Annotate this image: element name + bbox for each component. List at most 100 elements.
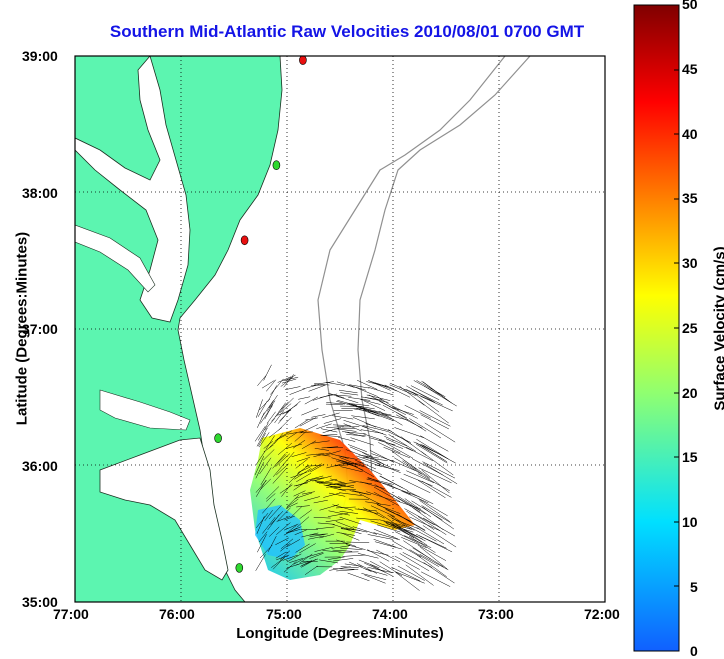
velocity-arrow (379, 519, 405, 527)
velocity-arrow (349, 446, 373, 457)
velocity-arrow (294, 468, 312, 480)
velocity-arrow (338, 455, 358, 460)
velocity-arrow (308, 384, 326, 392)
velocity-arrow (276, 522, 291, 535)
velocity-arrow (357, 458, 382, 467)
velocity-arrow (273, 463, 285, 477)
bathymetry-contour (357, 56, 531, 481)
velocity-arrow (395, 571, 425, 584)
velocity-arrow (386, 483, 411, 495)
velocity-arrow (418, 498, 448, 517)
velocity-arrow (401, 537, 427, 548)
velocity-arrow (405, 446, 434, 462)
velocity-arrow (353, 408, 376, 413)
velocity-arrow (255, 462, 264, 479)
velocity-arrow (365, 423, 392, 432)
velocity-arrow (323, 492, 341, 498)
velocity-arrow (399, 553, 430, 572)
velocity-arrow (375, 511, 398, 526)
velocity-arrow (405, 388, 436, 403)
colorbar (633, 4, 680, 652)
velocity-arrow (273, 432, 284, 445)
velocity-arrow (364, 400, 386, 411)
velocity-arrow (293, 482, 308, 487)
velocity-arrow (286, 525, 297, 534)
velocity-arrow (336, 484, 354, 488)
velocity-arrow (422, 461, 456, 479)
velocity-arrow (286, 443, 303, 449)
velocity-arrow (319, 559, 339, 564)
colorbar-tick-label: 25 (682, 320, 698, 336)
colorbar-tick-label: 40 (682, 126, 698, 142)
velocity-arrow (355, 459, 376, 470)
lat-tick-label: 37:00 (22, 321, 58, 337)
velocity-arrow (369, 437, 396, 446)
lon-tick-label: 72:00 (584, 606, 620, 622)
velocity-arrow (270, 378, 284, 395)
velocity-arrow (362, 457, 388, 462)
velocity-arrow (343, 419, 367, 428)
velocity-arrow (328, 510, 350, 516)
velocity-arrow (286, 564, 299, 569)
velocity-arrow (262, 517, 276, 534)
velocity-arrow (316, 423, 332, 430)
velocity-arrow (412, 389, 443, 406)
velocity-arrow (346, 434, 367, 437)
velocity-arrow (376, 524, 401, 533)
velocity-arrow (361, 573, 387, 580)
velocity-arrow (257, 400, 268, 418)
velocity-arrow (408, 535, 436, 553)
velocity-arrow (264, 403, 274, 420)
velocity-arrow (331, 457, 353, 465)
colorbar-tick-label: 0 (690, 643, 698, 659)
velocity-arrow (421, 469, 450, 494)
colorbar-tick-label: 45 (682, 61, 698, 77)
velocity-arrow (254, 455, 265, 476)
velocity-arrow (420, 571, 451, 587)
velocity-arrow (280, 403, 292, 413)
x-axis-label: Longitude (Degrees:Minutes) (236, 625, 444, 642)
velocity-arrow (396, 496, 421, 513)
map-frame (74, 55, 606, 603)
velocity-arrow (262, 498, 276, 514)
pamlico-sound (99, 437, 229, 581)
velocity-arrow (344, 563, 363, 567)
velocity-arrow (394, 555, 420, 570)
velocity-arrow (396, 412, 427, 432)
velocity-arrow (347, 572, 370, 582)
velocity-arrow (294, 529, 307, 536)
colorbar-tick-label: 35 (682, 190, 698, 206)
velocity-arrow (294, 430, 307, 442)
velocity-arrow (402, 552, 433, 568)
velocity-arrow (359, 463, 382, 475)
velocity-arrow (305, 465, 322, 467)
velocity-arrow (314, 381, 334, 385)
velocity-arrow (367, 477, 393, 485)
velocity-arrow (299, 543, 316, 554)
velocity-arrow (319, 533, 335, 539)
velocity-arrow (264, 509, 273, 521)
velocity-arrow (403, 459, 430, 479)
station-markers (214, 56, 307, 573)
station-marker (240, 235, 249, 246)
velocity-arrow (294, 419, 309, 429)
velocity-arrow (261, 400, 274, 418)
velocity-arrow (295, 458, 308, 469)
velocity-arrow (391, 460, 416, 471)
velocity-arrow (281, 378, 297, 384)
velocity-arrow (347, 384, 367, 391)
velocity-arrow (290, 471, 307, 479)
velocity-arrow (351, 415, 375, 420)
colorbar-ticks (674, 69, 679, 587)
velocity-arrow (272, 555, 286, 570)
velocity-arrow (365, 397, 389, 403)
velocity-arrow (349, 384, 370, 389)
velocity-arrow (389, 382, 419, 396)
lon-tick-label: 77:00 (53, 606, 89, 622)
velocity-arrow (392, 540, 422, 558)
colorbar-tick-label: 5 (690, 579, 698, 595)
velocity-arrow (385, 442, 414, 459)
velocity-arrow (383, 520, 409, 535)
velocity-arrow (301, 440, 317, 449)
velocity-arrow (395, 571, 420, 591)
